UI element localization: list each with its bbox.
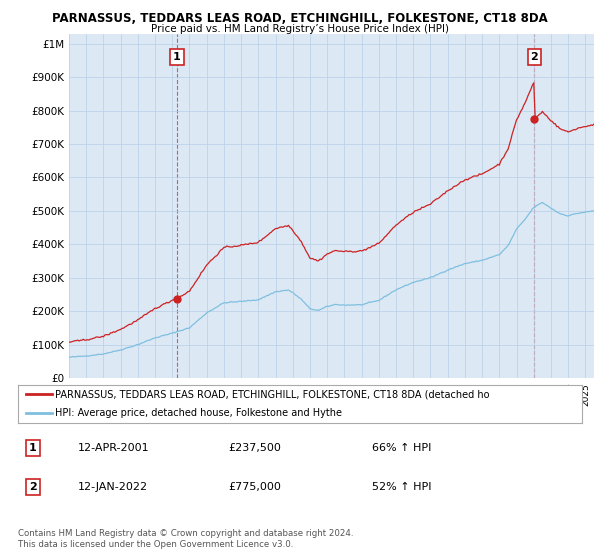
- Text: PARNASSUS, TEDDARS LEAS ROAD, ETCHINGHILL, FOLKESTONE, CT18 8DA: PARNASSUS, TEDDARS LEAS ROAD, ETCHINGHIL…: [52, 12, 548, 25]
- Text: Price paid vs. HM Land Registry’s House Price Index (HPI): Price paid vs. HM Land Registry’s House …: [151, 24, 449, 34]
- Text: 1: 1: [29, 443, 37, 453]
- Text: 2: 2: [530, 52, 538, 62]
- Text: HPI: Average price, detached house, Folkestone and Hythe: HPI: Average price, detached house, Folk…: [55, 408, 341, 418]
- Text: 12-JAN-2022: 12-JAN-2022: [78, 482, 148, 492]
- Text: 52% ↑ HPI: 52% ↑ HPI: [372, 482, 431, 492]
- Text: 2: 2: [29, 482, 37, 492]
- Text: £775,000: £775,000: [228, 482, 281, 492]
- Text: 66% ↑ HPI: 66% ↑ HPI: [372, 443, 431, 453]
- Text: PARNASSUS, TEDDARS LEAS ROAD, ETCHINGHILL, FOLKESTONE, CT18 8DA (detached ho: PARNASSUS, TEDDARS LEAS ROAD, ETCHINGHIL…: [55, 389, 489, 399]
- Text: £237,500: £237,500: [228, 443, 281, 453]
- Text: Contains HM Land Registry data © Crown copyright and database right 2024.
This d: Contains HM Land Registry data © Crown c…: [18, 529, 353, 549]
- Text: 1: 1: [173, 52, 181, 62]
- Text: 12-APR-2001: 12-APR-2001: [78, 443, 149, 453]
